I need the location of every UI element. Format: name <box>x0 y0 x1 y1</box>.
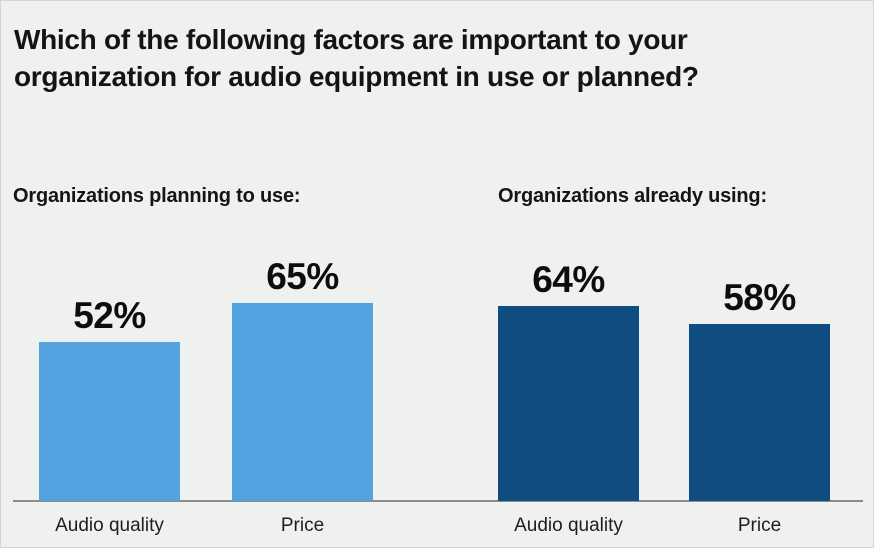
bar-using-price <box>689 324 830 501</box>
bar-value-planning-audio-quality: 52% <box>73 295 146 336</box>
bar-value-using-price: 58% <box>723 277 796 318</box>
bar-using-audio-quality <box>498 306 639 501</box>
bar-category-planning-audio-quality: Audio quality <box>55 515 164 536</box>
bar-planning-price <box>232 303 373 501</box>
bar-value-using-audio-quality: 64% <box>532 259 605 300</box>
group-header-already-using: Organizations already using: <box>498 185 767 207</box>
x-axis-line <box>13 500 863 502</box>
group-header-planning: Organizations planning to use: <box>13 185 301 207</box>
chart-title: Which of the following factors are impor… <box>14 24 699 92</box>
bar-category-using-audio-quality: Audio quality <box>514 515 623 536</box>
bar-category-using-price: Price <box>737 515 782 536</box>
bar-planning-audio-quality <box>39 342 180 501</box>
bar-category-planning-price: Price <box>280 515 325 536</box>
bar-value-planning-price: 65% <box>266 256 339 297</box>
